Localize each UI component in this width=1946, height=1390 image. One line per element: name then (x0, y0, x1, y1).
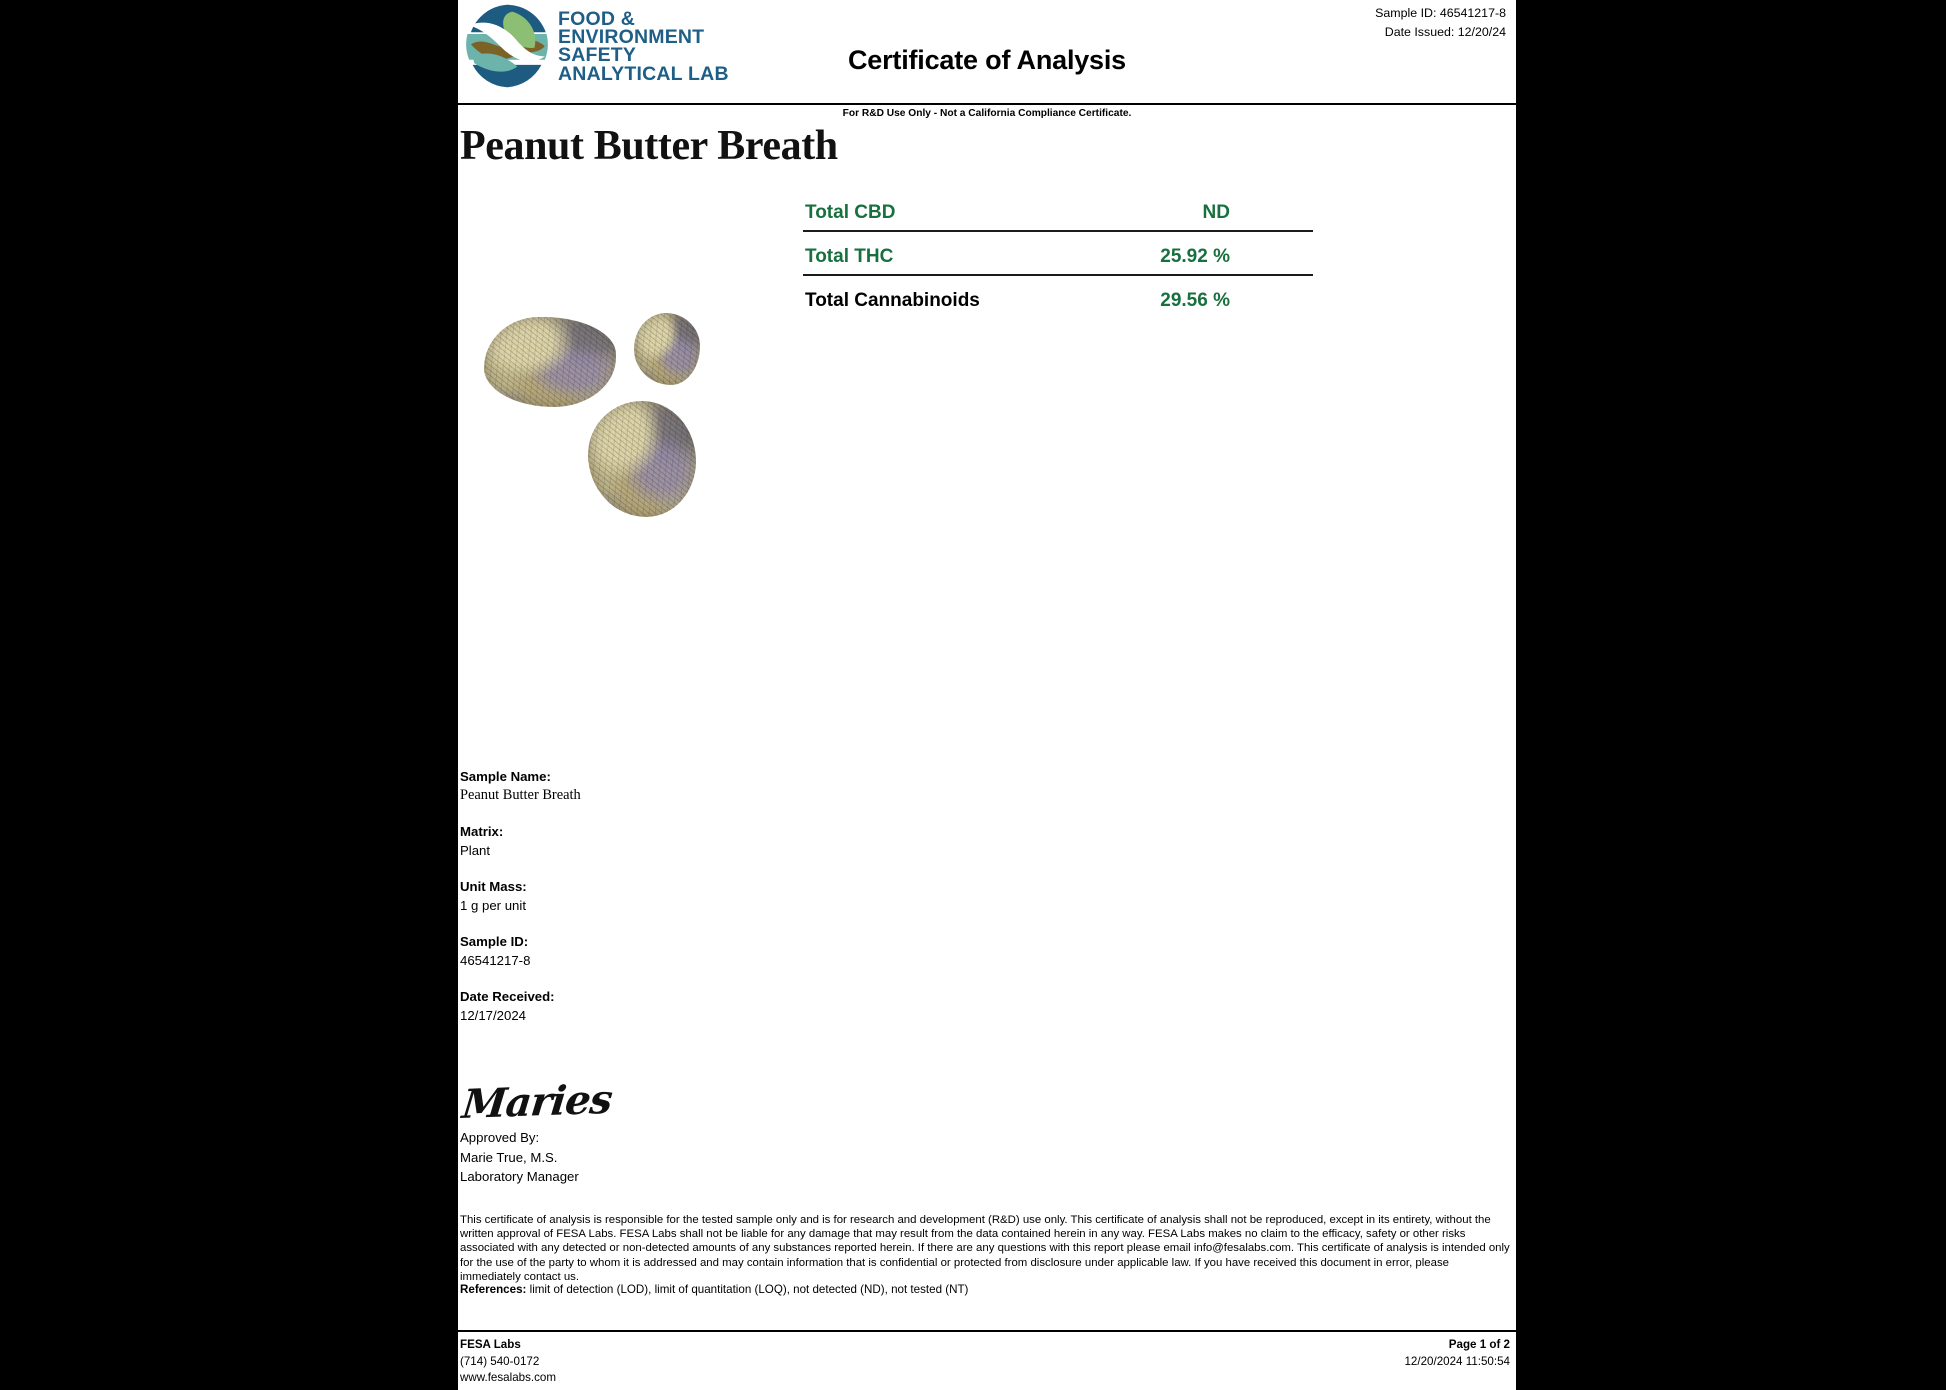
lab-logo-text: FOOD & ENVIRONMENT SAFETY ANALYTICAL LAB (558, 8, 729, 85)
signature-mark: Maries (460, 1075, 615, 1128)
header-date-issued: Date Issued: 12/20/24 (1384, 25, 1506, 39)
field-label: Unit Mass: (460, 879, 527, 894)
summary-value: 25.92 % (1160, 246, 1230, 267)
flower-bud (634, 313, 700, 385)
footer-lab-name: FESA Labs (460, 1338, 521, 1351)
page-title: Certificate of Analysis (848, 45, 1126, 75)
field-sample-id: Sample ID: 46541217-8 (460, 933, 880, 970)
field-value: 46541217-8 (460, 953, 531, 968)
field-unit-mass: Unit Mass: 1 g per unit (460, 878, 880, 915)
summary-value: ND (1202, 202, 1230, 223)
field-label: Matrix: (460, 824, 504, 839)
footer-timestamp: 12/20/2024 11:50:54 (1404, 1354, 1510, 1368)
product-name-heading: Peanut Butter Breath (460, 123, 838, 169)
references-line: References: limit of detection (LOD), li… (460, 1283, 1512, 1297)
header-divider (458, 103, 1516, 105)
summary-label: Total Cannabinoids (805, 290, 980, 311)
field-label: Sample ID: (460, 934, 529, 949)
footer-page-number: Page 1 of 2 (1448, 1338, 1510, 1351)
field-value: Peanut Butter Breath (460, 787, 581, 803)
field-matrix: Matrix: Plant (460, 823, 880, 860)
sample-photo (460, 185, 812, 730)
field-value: 1 g per unit (460, 898, 526, 913)
footer-divider (458, 1330, 1516, 1332)
approver-role: Laboratory Manager (460, 1169, 579, 1184)
field-label: Sample Name: (460, 769, 551, 784)
field-value: Plant (460, 843, 491, 858)
header-meta: Sample ID: 46541217-8 Date Issued: 12/20… (1375, 4, 1506, 42)
certificate-page: FOOD & ENVIRONMENT SAFETY ANALYTICAL LAB… (458, 0, 1516, 1390)
header-sample-id: Sample ID: 46541217-8 (1375, 6, 1506, 20)
footer-lab-info: FESA Labs (714) 540-0172 www.fesalabs.co… (460, 1337, 556, 1387)
legal-disclaimer: This certificate of analysis is responsi… (460, 1214, 1510, 1283)
field-label: Date Received: (460, 989, 555, 1004)
approver-name: Marie True, M.S. (460, 1149, 558, 1165)
fesa-logo-icon (465, 4, 549, 88)
footer-website: www.fesalabs.com (460, 1371, 557, 1385)
field-value: 12/17/2024 (460, 1008, 527, 1023)
summary-value: 29.56 % (1160, 290, 1230, 311)
rnd-disclaimer-note: For R&D Use Only - Not a California Comp… (842, 108, 1132, 119)
footer-page-info: Page 1 of 2 12/20/2024 11:50:54 (1404, 1337, 1510, 1370)
summary-row-total-cbd: Total CBD ND (803, 188, 1313, 232)
field-date-received: Date Received: 12/17/2024 (460, 988, 880, 1025)
lab-logo: FOOD & ENVIRONMENT SAFETY ANALYTICAL LAB (464, 3, 754, 95)
summary-label: Total CBD (805, 202, 896, 223)
sample-info-list: Sample Name: Peanut Butter Breath Matrix… (460, 768, 880, 1043)
summary-row-total-thc: Total THC 25.92 % (803, 232, 1313, 276)
document-header: FOOD & ENVIRONMENT SAFETY ANALYTICAL LAB… (458, 0, 1516, 105)
references-label: References: (460, 1283, 527, 1296)
footer-phone: (714) 540-0172 (460, 1354, 540, 1368)
approval-block: Maries Approved By: Marie True, M.S. Lab… (460, 1076, 880, 1187)
cannabinoid-summary-table: Total CBD ND Total THC 25.92 % Total Can… (803, 188, 1313, 318)
field-sample-name: Sample Name: Peanut Butter Breath (460, 768, 880, 805)
approved-by-label: Approved By: (460, 1130, 540, 1145)
summary-label: Total THC (805, 246, 894, 267)
flower-bud (588, 401, 696, 517)
summary-row-total-cannabinoids: Total Cannabinoids 29.56 % (803, 276, 1313, 318)
references-text: limit of detection (LOD), limit of quant… (526, 1283, 969, 1296)
flower-bud (484, 317, 616, 407)
